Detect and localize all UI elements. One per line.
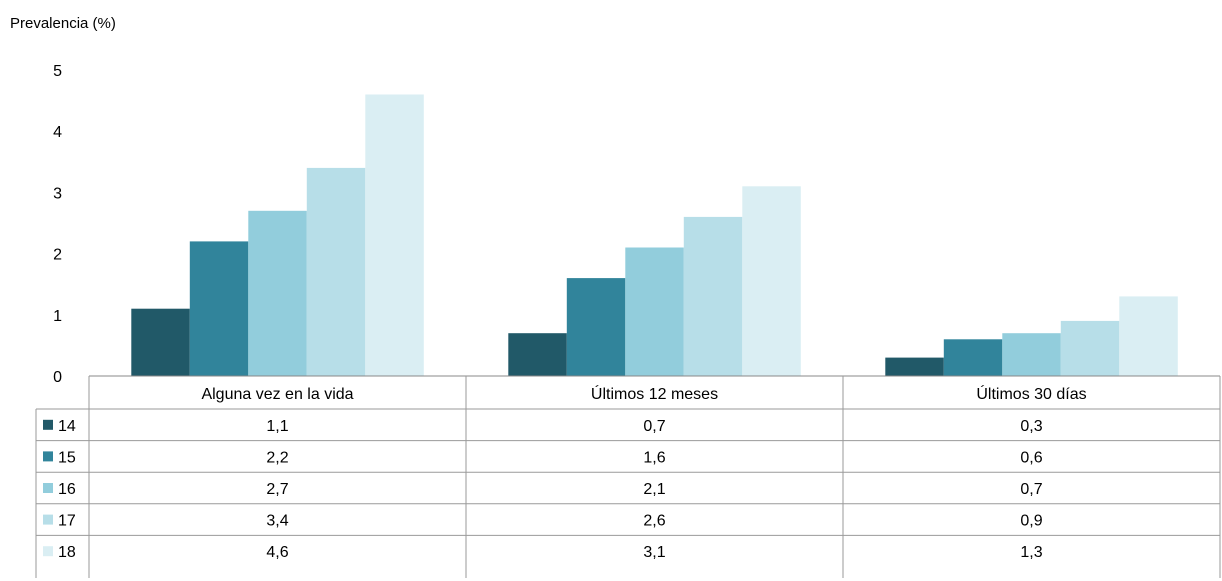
data-label: 0,7 <box>643 418 665 435</box>
y-axis-ticks: 0 1 2 3 4 5 <box>53 63 62 386</box>
bar <box>683 216 743 376</box>
y-axis-label: Prevalencia (%) <box>10 15 116 32</box>
data-label: 0,6 <box>1020 449 1042 466</box>
data-table-grid <box>35 375 1221 578</box>
bar <box>365 94 424 376</box>
data-label: 0,9 <box>1020 513 1042 530</box>
bar <box>943 339 1003 376</box>
legend-label: 14 <box>58 418 76 435</box>
bar <box>625 247 684 376</box>
y-tick-label: 5 <box>53 63 62 80</box>
y-tick-label: 4 <box>53 124 62 141</box>
bar <box>1060 320 1120 376</box>
bar <box>248 210 307 376</box>
legend-swatch <box>43 514 53 525</box>
legend-label: 15 <box>58 449 76 466</box>
bars <box>131 94 1178 376</box>
data-label: 1,1 <box>266 418 288 435</box>
bar <box>1119 296 1178 376</box>
bar <box>742 186 801 376</box>
data-label: 4,6 <box>266 544 288 561</box>
data-label: 3,4 <box>266 513 288 530</box>
data-label: 3,1 <box>643 544 665 561</box>
bar <box>566 278 626 376</box>
data-label: 2,7 <box>266 481 288 498</box>
bar <box>508 333 567 376</box>
legend-swatch <box>43 546 53 557</box>
data-table: Alguna vez en la vida Últimos 12 meses Últ… <box>43 384 1087 561</box>
data-label: 0,7 <box>1020 481 1042 498</box>
legend-label: 16 <box>58 481 76 498</box>
legend-label: 17 <box>58 513 76 530</box>
category-label: Alguna vez en la vida <box>201 386 353 403</box>
bar <box>1002 333 1061 376</box>
bar <box>131 308 190 376</box>
y-tick-label: 3 <box>53 185 62 202</box>
data-label: 2,2 <box>266 449 288 466</box>
data-label: 2,6 <box>643 513 665 530</box>
legend-swatch <box>43 483 53 493</box>
category-label: Últimos 12 meses <box>591 384 718 403</box>
bar <box>885 357 944 376</box>
category-label: Últimos 30 días <box>976 384 1086 403</box>
legend-label: 18 <box>58 544 76 561</box>
legend-swatch <box>43 419 53 430</box>
data-label: 2,1 <box>643 481 665 498</box>
data-label: 1,3 <box>1020 544 1042 561</box>
legend-swatch <box>43 451 53 462</box>
y-tick-label: 2 <box>53 247 62 264</box>
data-label: 0,3 <box>1020 418 1042 435</box>
bar <box>306 167 366 376</box>
bar <box>189 241 249 376</box>
y-tick-label: 0 <box>53 369 62 386</box>
y-tick-label: 1 <box>53 308 62 325</box>
data-label: 1,6 <box>643 449 665 466</box>
